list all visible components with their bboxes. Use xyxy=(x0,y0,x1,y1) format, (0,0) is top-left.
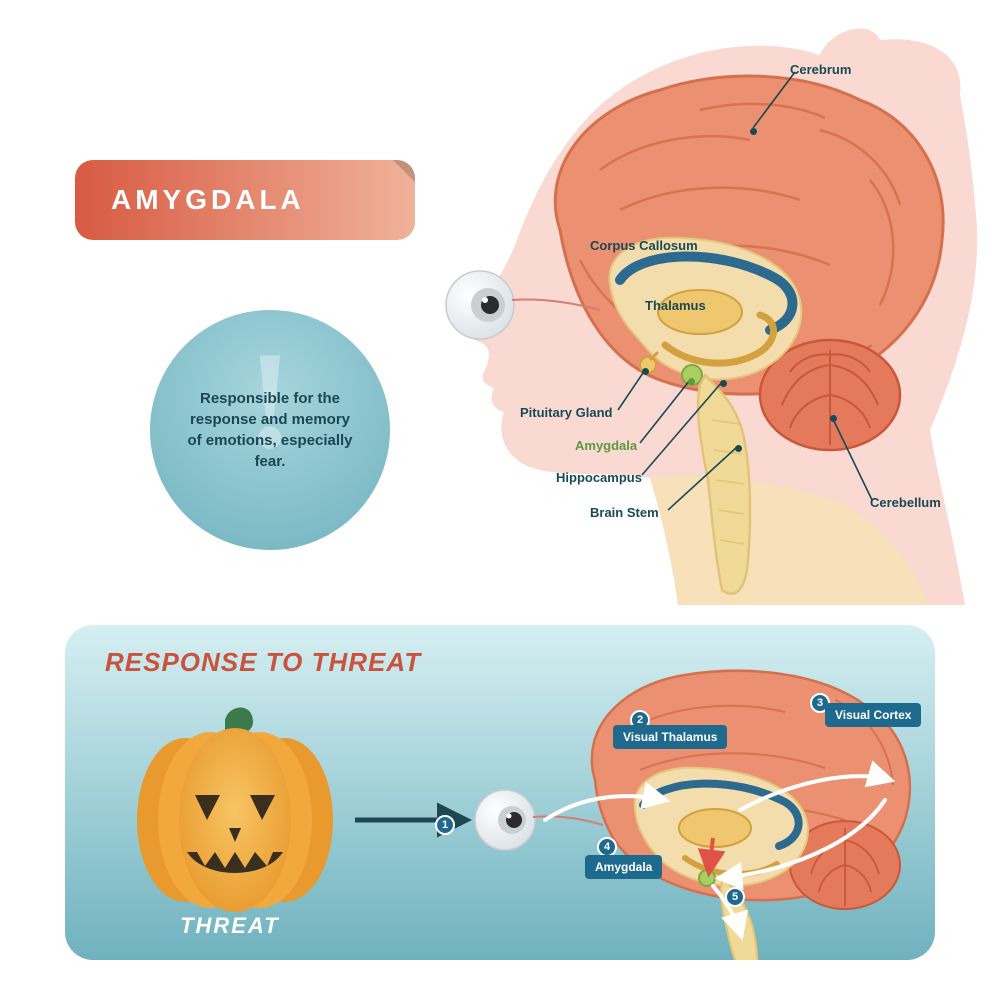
label-thalamus: Thalamus xyxy=(645,298,706,313)
title-pill: AMYGDALA xyxy=(75,160,415,240)
dot-amygdala xyxy=(688,378,695,385)
label-hippocampus: Hippocampus xyxy=(556,470,642,485)
step-badge-1: 1 xyxy=(435,815,455,835)
label-amygdala: Amygdala xyxy=(575,438,637,453)
step-tag-amygdala: Amygdala xyxy=(585,855,662,879)
dot-pituitary xyxy=(642,368,649,375)
info-text: Responsible for the response and memory … xyxy=(182,388,358,472)
step-badge-4: 4 xyxy=(597,837,617,857)
info-circle: ! Responsible for the response and memor… xyxy=(150,310,390,550)
page-title: AMYGDALA xyxy=(111,184,305,216)
label-brain-stem: Brain Stem xyxy=(590,505,659,520)
threat-label: THREAT xyxy=(180,913,280,939)
head-brain-svg xyxy=(0,0,1000,620)
step-tag-visual-thalamus: Visual Thalamus xyxy=(613,725,727,749)
panel-svg xyxy=(65,625,935,960)
step-badge-5: 5 xyxy=(725,887,745,907)
pumpkin-threat xyxy=(137,708,333,913)
label-corpus-callosum: Corpus Callosum xyxy=(590,238,698,253)
label-cerebrum: Cerebrum xyxy=(790,62,851,77)
step-tag-visual-cortex: Visual Cortex xyxy=(825,703,921,727)
dot-cerebellum xyxy=(830,415,837,422)
eye-bottom xyxy=(475,790,603,850)
label-pituitary-gland: Pituitary Gland xyxy=(520,405,612,420)
response-panel: RESPONSE TO THREAT xyxy=(65,625,935,960)
dot-hippocampus xyxy=(720,380,727,387)
dot-cerebrum xyxy=(750,128,757,135)
label-cerebellum: Cerebellum xyxy=(870,495,941,510)
dot-brain-stem xyxy=(735,445,742,452)
infographic-canvas: Cerebrum Corpus Callosum Thalamus Pituit… xyxy=(0,0,1000,1000)
